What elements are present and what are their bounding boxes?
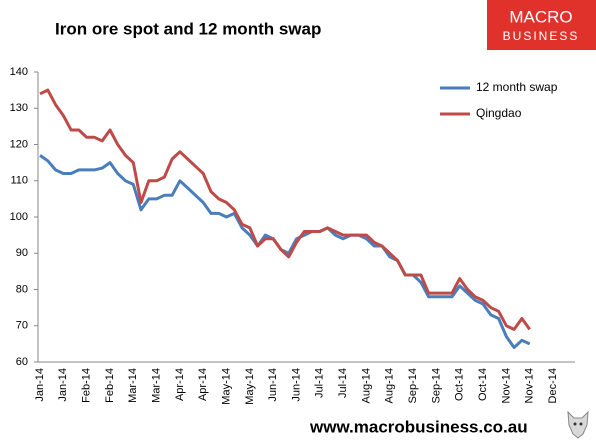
x-tick-label: Sep-14 xyxy=(407,368,419,403)
x-tick-label: Oct-14 xyxy=(477,368,489,401)
x-tick-label: Oct-14 xyxy=(454,368,466,401)
y-tick-label: 80 xyxy=(16,283,28,295)
legend-label: Qingdao xyxy=(476,106,522,120)
series-line xyxy=(39,88,531,331)
y-tick-label: 140 xyxy=(10,66,28,78)
x-tick-label: May-14 xyxy=(244,368,256,405)
x-tick-label: Jan-14 xyxy=(57,368,69,402)
x-tick-label: Apr-14 xyxy=(197,368,209,401)
x-tick-label: Nov-14 xyxy=(524,368,536,403)
wolf-icon xyxy=(567,410,589,439)
x-tick-label: Sep-14 xyxy=(430,368,442,403)
logo-box xyxy=(487,0,596,50)
y-tick-label: 100 xyxy=(10,211,28,223)
legend-label: 12 month swap xyxy=(476,80,558,94)
logo-text: BUSINESS xyxy=(503,29,580,43)
x-tick-label: May-14 xyxy=(220,368,232,405)
x-tick-label: Jul-14 xyxy=(314,368,326,398)
x-tick-label: Jun-14 xyxy=(267,368,279,402)
y-tick-label: 130 xyxy=(10,102,28,114)
y-tick-label: 120 xyxy=(10,138,28,150)
y-tick-label: 110 xyxy=(10,175,28,187)
x-tick-label: Jan-14 xyxy=(34,368,46,402)
x-tick-label: Jul-14 xyxy=(337,368,349,398)
x-tick-label: Nov-14 xyxy=(500,368,512,403)
y-tick-label: 70 xyxy=(16,320,28,332)
chart-title: Iron ore spot and 12 month swap xyxy=(55,19,321,38)
footer-url: www.macrobusiness.co.au xyxy=(309,417,528,436)
logo-text: MACRO xyxy=(509,7,572,26)
x-tick-label: Feb-14 xyxy=(81,368,93,403)
x-tick-label: Aug-14 xyxy=(384,368,396,403)
x-tick-label: Jun-14 xyxy=(290,368,302,402)
x-tick-label: Feb-14 xyxy=(104,368,116,403)
y-tick-label: 60 xyxy=(16,356,28,368)
y-tick-label: 90 xyxy=(16,247,28,259)
x-tick-label: Mar-14 xyxy=(127,368,139,403)
x-tick-label: Aug-14 xyxy=(360,368,372,403)
x-tick-label: Dec-14 xyxy=(547,368,559,403)
x-tick-label: Apr-14 xyxy=(174,368,186,401)
x-tick-label: Mar-14 xyxy=(150,368,162,403)
